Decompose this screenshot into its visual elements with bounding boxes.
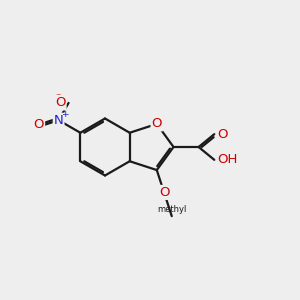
Text: methyl: methyl xyxy=(157,205,186,214)
Text: ⁻: ⁻ xyxy=(55,92,61,102)
Text: O: O xyxy=(55,96,66,110)
Text: O: O xyxy=(34,118,44,131)
Text: O: O xyxy=(217,128,228,141)
Text: N: N xyxy=(54,114,64,127)
Text: O: O xyxy=(159,186,170,199)
Text: +: + xyxy=(61,110,68,119)
Text: O: O xyxy=(152,117,162,130)
Text: OH: OH xyxy=(217,153,238,166)
